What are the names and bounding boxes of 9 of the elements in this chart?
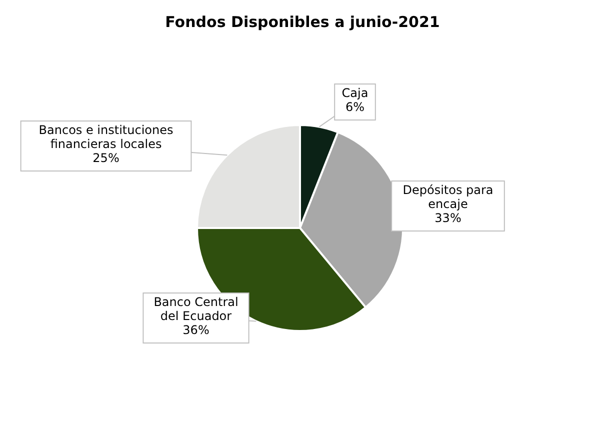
data-label: 25%	[92, 151, 120, 165]
slice-label: Caja	[342, 86, 368, 100]
data-label: 36%	[182, 323, 210, 337]
data-label: 6%	[345, 100, 365, 114]
slice-label: Bancos e instituciones financieras locales	[38, 123, 174, 151]
slice-label: Banco Central del Ecuador	[154, 295, 238, 323]
chart-title: Fondos Disponibles a junio-2021	[165, 13, 440, 31]
slice-label: Depósitos para encaje	[402, 183, 494, 211]
data-label: 33%	[434, 211, 462, 225]
